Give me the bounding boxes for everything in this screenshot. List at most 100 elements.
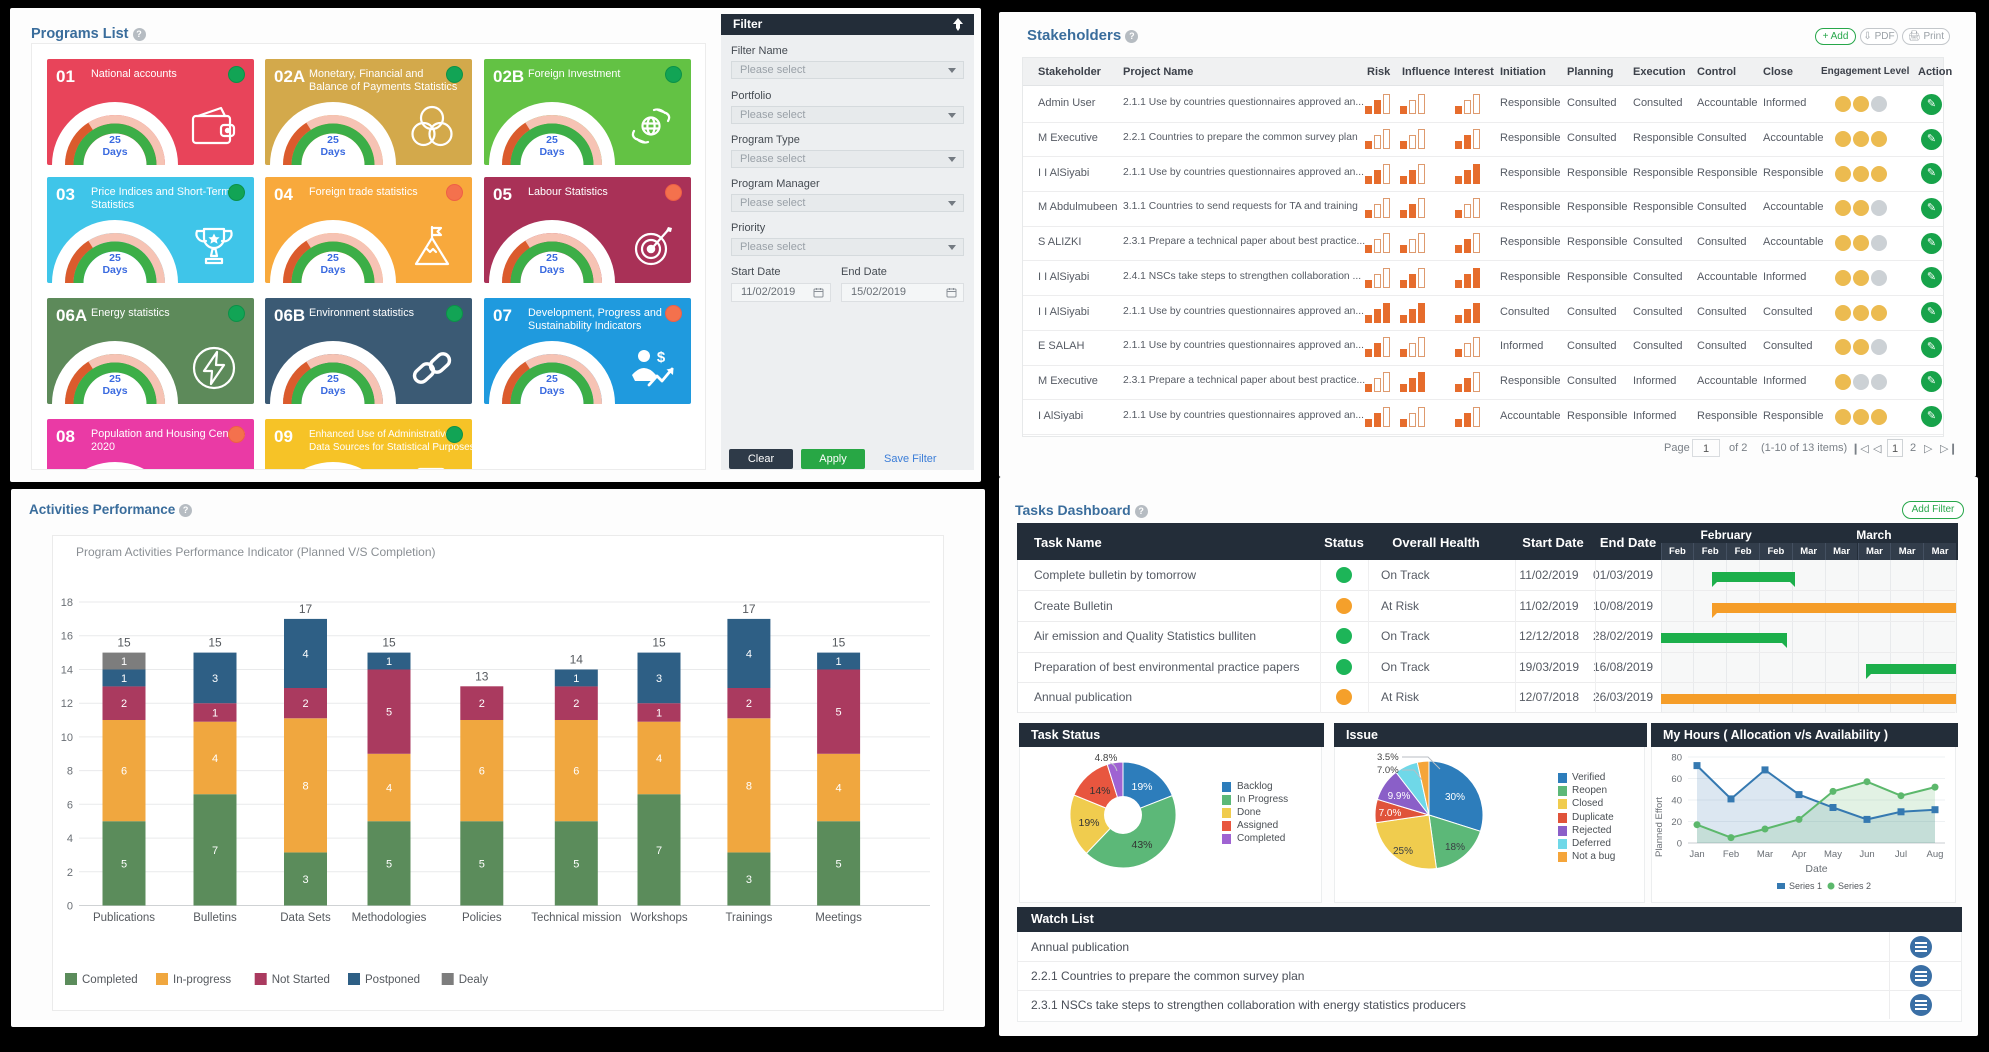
svg-text:15: 15 — [652, 636, 666, 650]
svg-text:Days: Days — [539, 146, 564, 158]
svg-text:14%: 14% — [1089, 785, 1110, 797]
svg-text:18: 18 — [61, 597, 73, 609]
svg-text:Series 1: Series 1 — [1789, 881, 1822, 891]
svg-text:Days: Days — [102, 146, 127, 158]
svg-text:1: 1 — [386, 656, 392, 668]
svg-text:Meetings: Meetings — [815, 912, 862, 924]
svg-text:4: 4 — [386, 783, 392, 795]
svg-text:13: 13 — [475, 669, 489, 683]
svg-text:10: 10 — [61, 732, 73, 744]
svg-text:3: 3 — [656, 673, 662, 685]
svg-text:2: 2 — [479, 698, 485, 710]
svg-text:25: 25 — [546, 373, 558, 385]
svg-text:Aug: Aug — [1927, 849, 1944, 860]
svg-text:7: 7 — [656, 845, 662, 857]
svg-text:3: 3 — [302, 874, 308, 886]
svg-text:Apr: Apr — [1792, 849, 1807, 860]
svg-text:25%: 25% — [1393, 846, 1413, 857]
svg-text:4: 4 — [302, 648, 308, 660]
svg-text:Series 2: Series 2 — [1838, 881, 1871, 891]
svg-text:Trainings: Trainings — [725, 912, 772, 924]
svg-text:Not Started: Not Started — [272, 974, 330, 986]
svg-text:12: 12 — [61, 698, 73, 710]
svg-text:4: 4 — [67, 833, 73, 845]
svg-text:0: 0 — [67, 901, 73, 913]
svg-text:Postponed: Postponed — [365, 974, 420, 986]
svg-text:Days: Days — [539, 385, 564, 397]
svg-text:15: 15 — [117, 636, 131, 650]
svg-text:8: 8 — [746, 780, 752, 792]
svg-text:17: 17 — [742, 602, 756, 616]
svg-text:7.0%: 7.0% — [1379, 808, 1402, 819]
svg-text:25: 25 — [109, 252, 121, 264]
svg-text:25: 25 — [546, 252, 558, 264]
svg-text:18%: 18% — [1445, 842, 1465, 853]
svg-text:4.8%: 4.8% — [1095, 753, 1118, 764]
svg-text:4: 4 — [746, 648, 752, 660]
svg-text:60: 60 — [1671, 774, 1682, 785]
svg-text:15: 15 — [208, 636, 222, 650]
svg-text:20: 20 — [1671, 817, 1682, 828]
svg-text:7: 7 — [212, 845, 218, 857]
svg-text:5: 5 — [121, 858, 127, 870]
svg-text:Completed: Completed — [82, 974, 138, 986]
svg-text:25: 25 — [546, 134, 558, 146]
svg-text:2: 2 — [121, 698, 127, 710]
svg-text:Days: Days — [320, 385, 345, 397]
svg-text:Jan: Jan — [1689, 849, 1704, 860]
svg-text:5: 5 — [386, 707, 392, 719]
svg-text:6: 6 — [479, 766, 485, 778]
svg-text:5: 5 — [836, 707, 842, 719]
svg-text:14: 14 — [61, 665, 73, 677]
svg-text:5: 5 — [836, 858, 842, 870]
svg-text:25: 25 — [327, 134, 339, 146]
svg-text:15: 15 — [832, 636, 846, 650]
svg-text:$: $ — [657, 349, 666, 366]
svg-text:5: 5 — [386, 858, 392, 870]
svg-text:25: 25 — [327, 373, 339, 385]
svg-text:Days: Days — [539, 264, 564, 276]
svg-text:Dealy: Dealy — [459, 974, 489, 986]
svg-text:3: 3 — [212, 673, 218, 685]
svg-text:2: 2 — [746, 698, 752, 710]
svg-text:Mar: Mar — [1757, 849, 1773, 860]
svg-text:3: 3 — [746, 874, 752, 886]
svg-text:Days: Days — [102, 264, 127, 276]
svg-text:2: 2 — [302, 698, 308, 710]
svg-text:1: 1 — [836, 656, 842, 668]
svg-text:Data Sets: Data Sets — [280, 912, 331, 924]
svg-text:16: 16 — [61, 631, 73, 643]
svg-text:6: 6 — [573, 766, 579, 778]
svg-text:19%: 19% — [1131, 781, 1152, 793]
svg-text:Days: Days — [320, 264, 345, 276]
svg-text:8: 8 — [67, 766, 73, 778]
svg-text:Bulletins: Bulletins — [193, 912, 237, 924]
svg-text:May: May — [1824, 849, 1842, 860]
svg-text:2: 2 — [67, 867, 73, 879]
svg-text:14: 14 — [570, 653, 584, 667]
svg-text:Date: Date — [1805, 863, 1827, 875]
svg-text:1: 1 — [121, 656, 127, 668]
svg-text:Feb: Feb — [1723, 849, 1739, 860]
svg-text:4: 4 — [836, 783, 842, 795]
svg-text:Program Activities Performance: Program Activities Performance Indicator… — [76, 545, 436, 559]
svg-text:1: 1 — [656, 708, 662, 720]
svg-text:0: 0 — [1677, 839, 1682, 850]
svg-text:15: 15 — [382, 636, 396, 650]
svg-text:40: 40 — [1671, 796, 1682, 807]
svg-text:Jul: Jul — [1895, 849, 1907, 860]
svg-text:Policies: Policies — [462, 912, 502, 924]
svg-text:80: 80 — [1671, 753, 1682, 764]
svg-text:Days: Days — [102, 385, 127, 397]
svg-text:Technical mission: Technical mission — [531, 912, 621, 924]
svg-text:8: 8 — [302, 780, 308, 792]
svg-text:4: 4 — [212, 753, 218, 765]
svg-text:4: 4 — [656, 753, 662, 765]
svg-text:1: 1 — [573, 673, 579, 685]
svg-text:Publications: Publications — [93, 912, 155, 924]
svg-text:Workshops: Workshops — [630, 912, 688, 924]
svg-text:In-progress: In-progress — [173, 974, 231, 986]
svg-text:Planned Effort: Planned Effort — [1654, 797, 1665, 857]
svg-text:17: 17 — [299, 602, 313, 616]
svg-text:Jun: Jun — [1859, 849, 1874, 860]
